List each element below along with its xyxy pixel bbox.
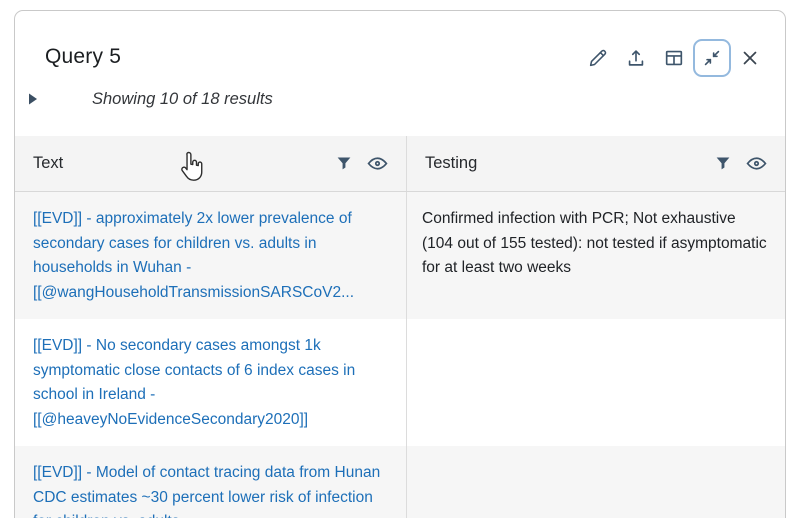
text-cell[interactable]: [[EVD]] - approximately 2x lower prevale…: [15, 192, 406, 319]
pencil-icon: [587, 47, 609, 69]
close-button[interactable]: [731, 39, 769, 77]
column-header-testing[interactable]: Testing: [406, 136, 785, 191]
evidence-link[interactable]: [[EVD]] - Model of contact tracing data …: [33, 464, 381, 518]
table-icon: [663, 47, 685, 69]
eye-icon: [745, 154, 768, 173]
collapse-icon: [701, 47, 723, 69]
page-title: Query 5: [45, 45, 122, 68]
table-row: [[EVD]] - approximately 2x lower prevale…: [15, 192, 785, 319]
column-header-text[interactable]: Text: [15, 136, 406, 191]
results-table: Text: [15, 136, 785, 518]
collapse-button[interactable]: [693, 39, 731, 77]
column-label: Testing: [425, 154, 478, 172]
export-button[interactable]: [617, 39, 655, 77]
testing-cell[interactable]: [406, 446, 785, 518]
query-result-card: Query 5: [14, 10, 786, 518]
filter-button[interactable]: [335, 154, 353, 173]
testing-cell[interactable]: [406, 319, 785, 446]
visibility-button[interactable]: [745, 154, 768, 173]
text-cell[interactable]: [[EVD]] - Model of contact tracing data …: [15, 446, 406, 518]
edit-button[interactable]: [579, 39, 617, 77]
evidence-link[interactable]: [[EVD]] - approximately 2x lower prevale…: [33, 210, 354, 301]
close-icon: [739, 47, 761, 69]
table-row: [[EVD]] - No secondary cases amongst 1k …: [15, 319, 785, 446]
evidence-link[interactable]: [[EVD]] - No secondary cases amongst 1k …: [33, 337, 356, 428]
table-header-row: Text: [15, 136, 785, 192]
table-row: [[EVD]] - Model of contact tracing data …: [15, 446, 785, 518]
caret-right-icon: [28, 93, 38, 105]
filter-button[interactable]: [714, 154, 732, 173]
eye-icon: [366, 154, 389, 173]
results-count: Showing 10 of 18 results: [92, 89, 273, 108]
expand-toggle[interactable]: [28, 91, 42, 107]
table-view-button[interactable]: [655, 39, 693, 77]
upload-icon: [625, 47, 647, 69]
filter-icon: [714, 154, 732, 173]
text-cell[interactable]: [[EVD]] - No secondary cases amongst 1k …: [15, 319, 406, 446]
column-label: Text: [33, 154, 64, 172]
toolbar: [579, 39, 769, 77]
testing-value: Confirmed infection with PCR; Not exhaus…: [422, 210, 767, 276]
filter-icon: [335, 154, 353, 173]
testing-cell[interactable]: Confirmed infection with PCR; Not exhaus…: [406, 192, 785, 319]
results-summary: Showing 10 of 18 results: [28, 87, 765, 111]
visibility-button[interactable]: [366, 154, 389, 173]
